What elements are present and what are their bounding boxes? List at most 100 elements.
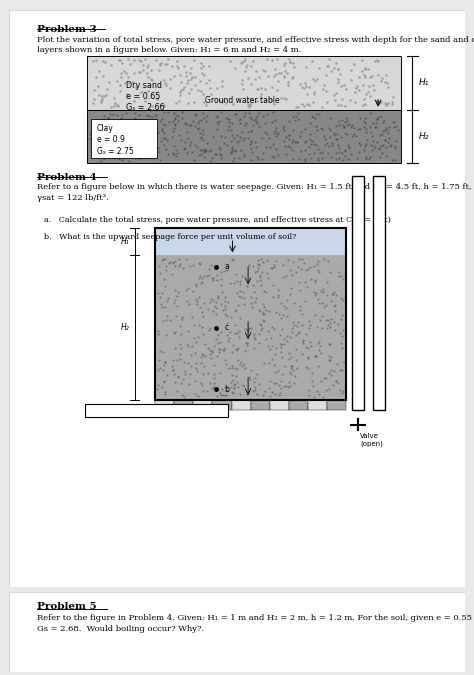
Point [315, 267, 322, 277]
Point [383, 124, 391, 135]
Point [229, 388, 237, 399]
Point [118, 146, 126, 157]
Point [176, 348, 184, 359]
Point [183, 148, 191, 159]
Point [271, 115, 279, 126]
Point [118, 113, 125, 124]
Point [376, 152, 384, 163]
Point [288, 363, 295, 374]
Point [218, 130, 225, 141]
Point [269, 292, 276, 302]
Point [93, 150, 100, 161]
Point [199, 369, 206, 379]
Point [228, 130, 235, 141]
Point [305, 100, 312, 111]
Bar [155, 400, 174, 410]
Point [360, 99, 367, 110]
Point [213, 261, 220, 271]
Point [120, 65, 128, 76]
Point [277, 383, 284, 394]
Point [265, 383, 273, 394]
Point [268, 116, 275, 127]
Point [271, 63, 278, 74]
Point [133, 153, 141, 163]
Point [173, 145, 180, 156]
Point [237, 114, 244, 125]
Point [191, 121, 199, 132]
Point [162, 119, 169, 130]
Point [197, 115, 205, 126]
Point [228, 346, 236, 357]
Point [243, 340, 251, 350]
Text: b: b [225, 385, 229, 394]
Point [162, 79, 170, 90]
Point [198, 277, 205, 288]
Point [320, 372, 328, 383]
Point [253, 151, 260, 162]
Point [213, 111, 221, 122]
Point [270, 360, 278, 371]
Point [186, 119, 193, 130]
Point [108, 101, 115, 112]
Point [160, 377, 168, 387]
Point [334, 128, 341, 139]
Point [275, 389, 283, 400]
Point [301, 78, 309, 89]
Point [277, 339, 285, 350]
Point [192, 280, 200, 291]
Point [317, 347, 325, 358]
Point [160, 99, 168, 110]
Point [310, 287, 318, 298]
Point [365, 81, 373, 92]
Point [227, 136, 235, 146]
Point [280, 333, 287, 344]
Point [127, 129, 134, 140]
Point [92, 55, 100, 65]
Point [257, 280, 265, 291]
Point [162, 144, 170, 155]
Point [156, 59, 164, 70]
Point [99, 143, 107, 154]
Point [289, 153, 297, 164]
Point [206, 83, 214, 94]
Point [333, 134, 341, 144]
Point [319, 147, 326, 158]
Point [313, 350, 320, 361]
Point [161, 132, 169, 143]
Point [243, 118, 250, 129]
Point [209, 132, 217, 142]
Point [361, 63, 368, 74]
Point [208, 88, 215, 99]
Point [245, 108, 252, 119]
Bar [174, 400, 193, 410]
Point [281, 65, 288, 76]
Point [212, 303, 220, 314]
Point [209, 273, 217, 284]
Point [175, 130, 182, 141]
Point [307, 134, 314, 144]
Point [221, 300, 228, 311]
Point [365, 64, 372, 75]
Point [110, 92, 118, 103]
Point [161, 59, 169, 70]
Point [191, 375, 199, 386]
Point [207, 260, 215, 271]
Point [276, 388, 284, 399]
Point [218, 274, 225, 285]
Point [313, 322, 320, 333]
Point [164, 58, 171, 69]
Point [342, 84, 350, 95]
Point [249, 55, 256, 66]
Point [157, 58, 165, 69]
Point [262, 126, 269, 137]
Point [171, 119, 179, 130]
Point [290, 364, 297, 375]
Point [392, 155, 399, 165]
Point [186, 68, 194, 78]
Point [255, 121, 263, 132]
Point [201, 144, 208, 155]
Point [256, 275, 264, 286]
Point [196, 150, 203, 161]
Point [299, 335, 307, 346]
Point [184, 282, 192, 293]
